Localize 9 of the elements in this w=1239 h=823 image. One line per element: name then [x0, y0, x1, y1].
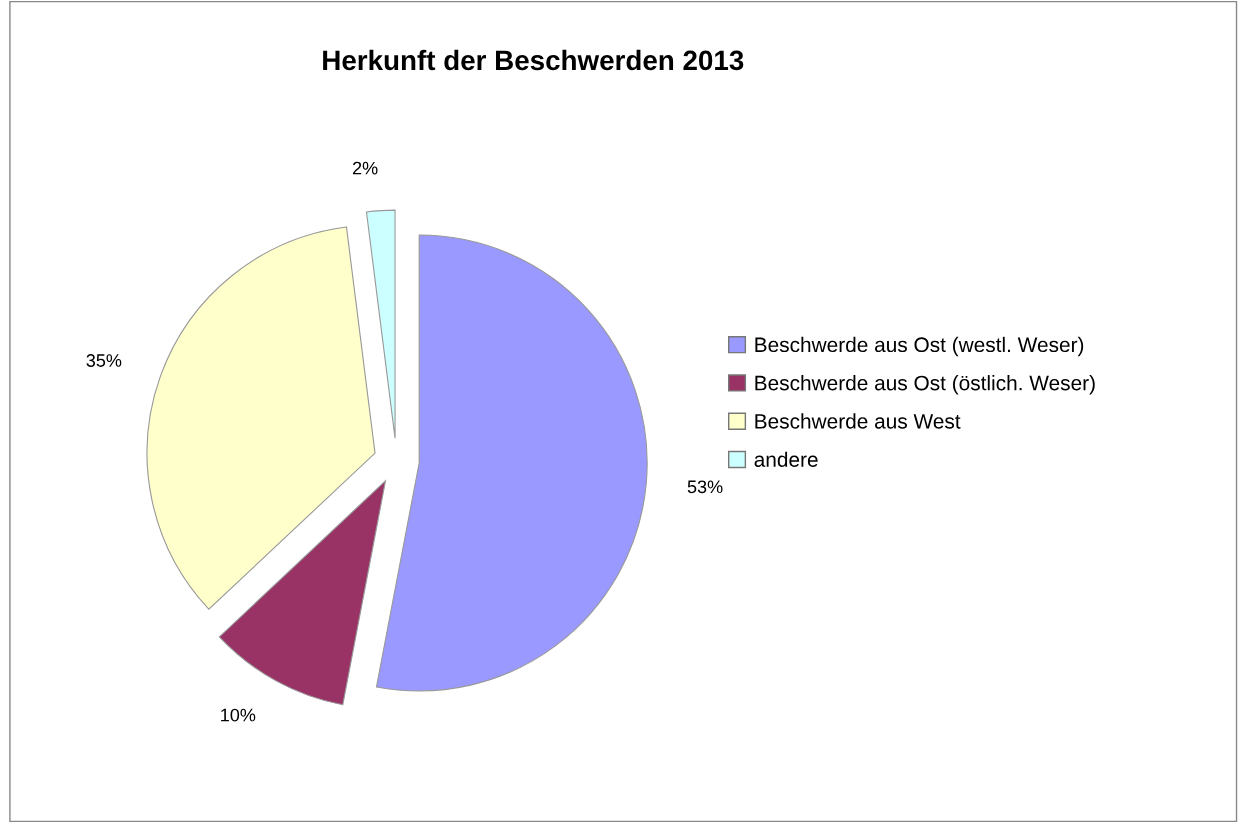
legend-label: andere	[754, 451, 818, 467]
legend-label: Beschwerde aus Ost (östlich. Weser)	[755, 375, 1095, 395]
data-label: 35%	[86, 354, 122, 367]
chart-title: Herkunft der Beschwerden 2013	[323, 49, 744, 71]
data-label: 2%	[352, 161, 378, 175]
data-label: 10%	[221, 708, 256, 722]
legend-label: Beschwerde aus West	[755, 413, 961, 429]
data-label: 53%	[687, 480, 723, 494]
legend-label: Beschwerde aus Ost (westl. Weser)	[755, 336, 1084, 357]
